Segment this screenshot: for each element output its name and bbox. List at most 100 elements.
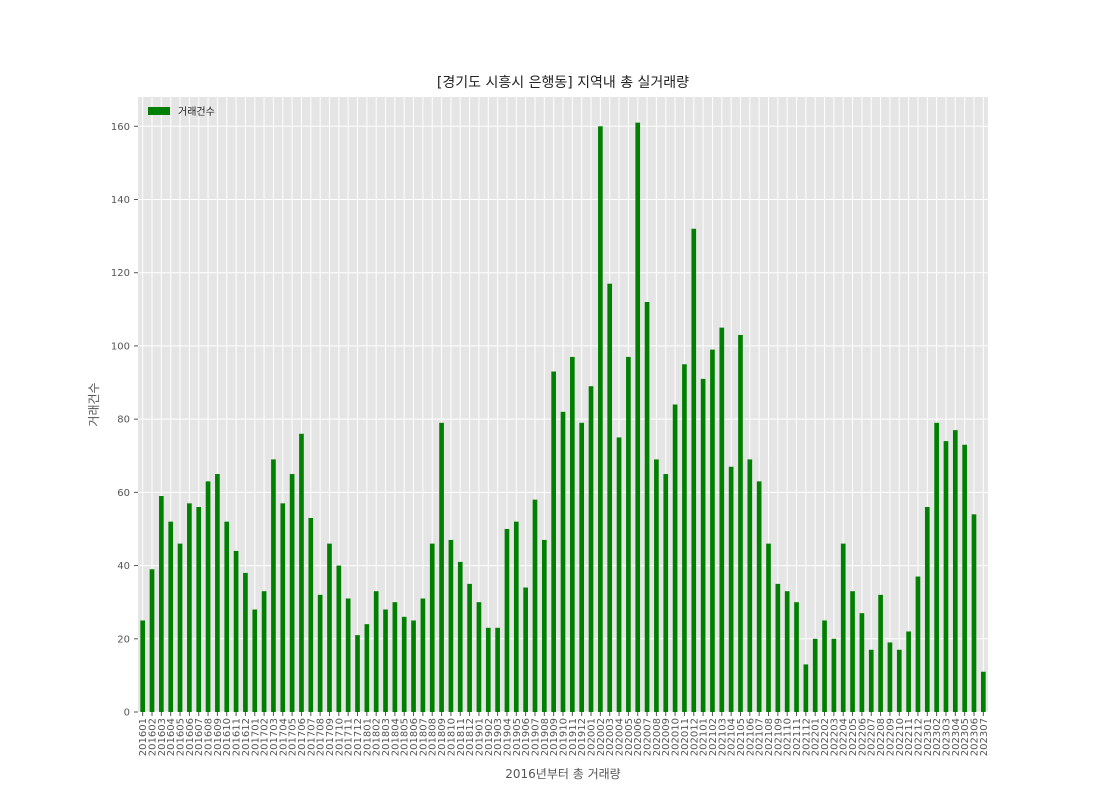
x-tick-label: 202106 (745, 718, 756, 756)
bar (896, 649, 902, 712)
bar (271, 459, 276, 712)
bar (691, 228, 697, 713)
bar (766, 543, 771, 712)
x-tick-label: 202112 (801, 718, 812, 756)
bar (598, 126, 603, 713)
bar (738, 334, 743, 712)
bar (317, 594, 323, 712)
x-tick-label: 202012 (689, 718, 700, 756)
x-tick-label: 201803 (381, 718, 392, 756)
x-tick-label: 201603 (157, 718, 168, 756)
bar (411, 620, 416, 712)
x-tick-label: 201908 (540, 718, 551, 756)
y-tick-label: 20 (117, 634, 130, 645)
x-tick-label: 202208 (876, 718, 887, 756)
bar (551, 371, 556, 712)
x-tick-label: 201804 (390, 718, 401, 756)
bar (672, 404, 678, 712)
bar (336, 565, 342, 712)
bar (887, 642, 893, 712)
bar (579, 422, 585, 712)
bar (504, 528, 510, 712)
bar (149, 569, 155, 712)
x-tick-label: 202005 (624, 718, 635, 756)
bar (177, 543, 183, 712)
bar (439, 422, 444, 712)
x-tick-label: 201907 (530, 718, 541, 756)
x-tick-label: 201606 (185, 718, 196, 756)
x-tick-label: 201903 (493, 718, 504, 756)
bar (616, 437, 622, 712)
x-tick-label: 202108 (764, 718, 775, 756)
bar (476, 602, 482, 712)
x-tick-label: 202303 (941, 718, 952, 756)
y-axis-ticks: 0 20 40 60 80 100 120 140 160 (111, 122, 138, 719)
x-tick-label: 202011 (680, 718, 691, 756)
bar (467, 583, 472, 712)
y-tick-label: 0 (124, 708, 130, 719)
x-tick-label: 201701 (250, 718, 261, 756)
bar (224, 521, 230, 712)
bar (850, 591, 855, 712)
x-axis-ticks: 2016012016022016032016042016052016062016… (138, 712, 990, 756)
x-tick-label: 202206 (857, 718, 868, 756)
bar (859, 613, 865, 712)
x-tick-label: 202107 (755, 718, 766, 756)
x-tick-label: 201611 (232, 718, 243, 756)
x-tick-label: 202009 (661, 718, 672, 756)
x-tick-label: 202304 (951, 718, 962, 756)
x-tick-label: 201912 (577, 718, 588, 756)
x-tick-label: 202110 (783, 718, 794, 756)
bar (355, 635, 360, 712)
x-tick-label: 201902 (484, 718, 495, 756)
bar (233, 550, 239, 712)
bar (252, 609, 258, 712)
x-tick-label: 201612 (241, 718, 252, 756)
bar (560, 411, 566, 712)
bar (915, 576, 921, 712)
x-tick-label: 202306 (969, 718, 980, 756)
bar (934, 422, 939, 712)
x-tick-label: 202102 (708, 718, 719, 756)
x-tick-label: 201705 (288, 718, 299, 756)
bar (429, 543, 435, 712)
x-tick-label: 201808 (428, 718, 439, 756)
x-tick-label: 201708 (316, 718, 327, 756)
y-tick-label: 140 (111, 195, 130, 206)
bar (710, 349, 715, 712)
y-tick-label: 80 (117, 415, 130, 426)
bar (159, 496, 164, 712)
bar (299, 433, 304, 712)
bar (383, 609, 388, 712)
bar (663, 474, 669, 712)
bar (570, 356, 575, 712)
bar (215, 474, 220, 712)
x-tick-label: 201607 (194, 718, 205, 756)
bar (243, 572, 248, 712)
x-tick-label: 202007 (643, 718, 654, 756)
legend-swatch (148, 107, 170, 115)
bar (654, 459, 659, 712)
x-tick-label: 201704 (278, 718, 289, 756)
x-tick-label: 202202 (820, 718, 831, 756)
x-tick-label: 201604 (166, 718, 177, 756)
bar (607, 283, 613, 712)
bar (775, 583, 781, 712)
x-tick-label: 201805 (400, 718, 411, 756)
bar (626, 356, 631, 712)
x-tick-label: 201801 (362, 718, 373, 756)
bar (747, 459, 753, 712)
y-tick-label: 60 (117, 488, 130, 499)
y-tick-label: 160 (111, 122, 130, 133)
x-tick-label: 202111 (792, 718, 803, 756)
x-tick-label: 201702 (260, 718, 271, 756)
bar (205, 481, 211, 712)
bar (513, 521, 519, 712)
x-tick-label: 201609 (213, 718, 224, 756)
bars (140, 122, 986, 713)
y-tick-label: 40 (117, 561, 130, 572)
bar (812, 638, 818, 712)
x-tick-label: 201812 (465, 718, 476, 756)
x-tick-label: 202010 (671, 718, 682, 756)
bar (971, 514, 977, 712)
